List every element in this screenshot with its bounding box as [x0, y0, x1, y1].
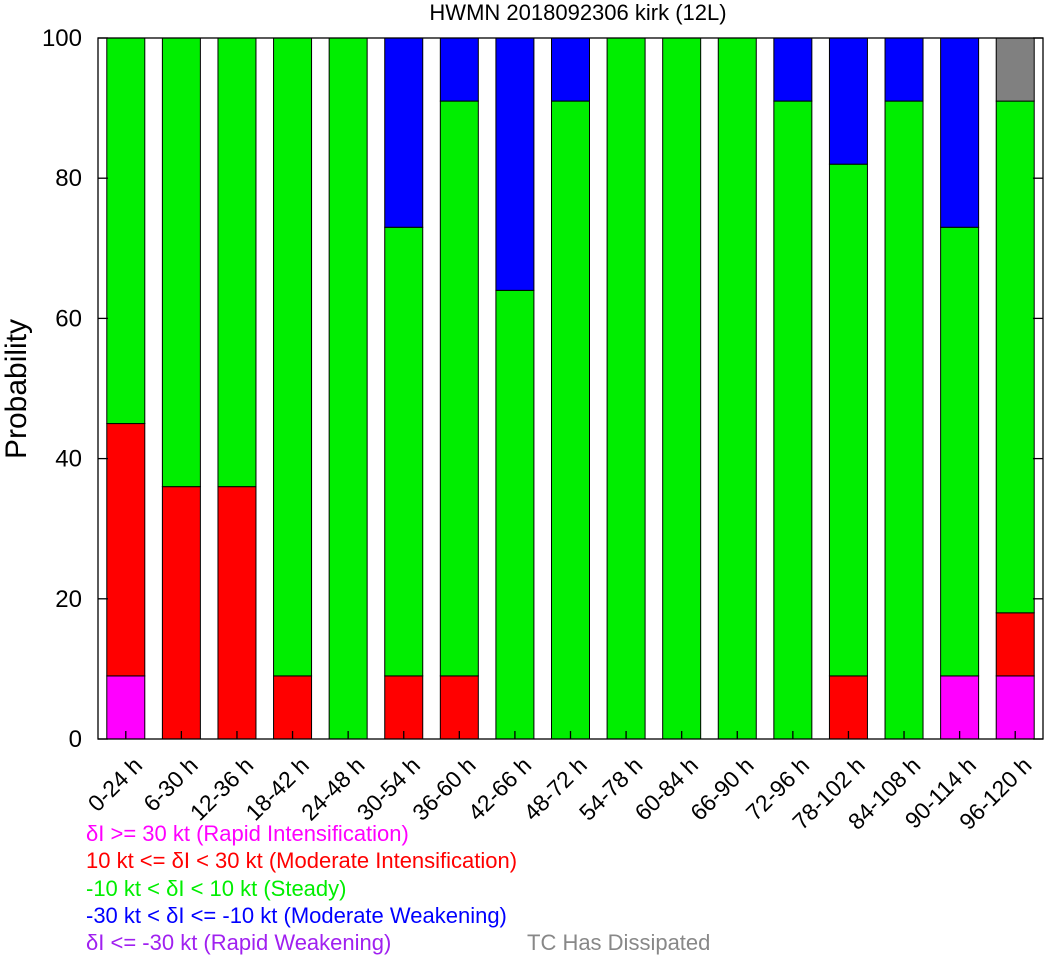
legend-entry-5: TC Has Dissipated	[527, 930, 711, 955]
bar-segment-steady-5	[384, 226, 424, 677]
bar-segment-mw-15	[940, 37, 980, 228]
legend-entry-2: -10 kt < δI < 10 kt (Steady)	[86, 876, 347, 901]
y-tick-label-5: 100	[42, 25, 82, 52]
bar-segment-mw-6	[439, 37, 479, 102]
bar-segment-steady-13	[828, 163, 868, 677]
bar-segment-dissipated-16	[995, 37, 1035, 102]
y-axis-label: Probability	[0, 319, 33, 459]
bar-segment-mw-8	[551, 37, 590, 102]
bar-segment-steady-15	[940, 226, 980, 677]
chart-title: HWMN 2018092306 kirk (12L)	[429, 0, 726, 25]
y-tick-label-1: 20	[55, 586, 82, 613]
bar-segment-mi-2	[217, 486, 257, 740]
bar-segment-steady-4	[328, 37, 368, 740]
bar-segment-mw-14	[884, 37, 924, 102]
bar-segment-mw-7	[495, 37, 535, 291]
bar-segment-mi-1	[161, 486, 201, 740]
y-tick-label-4: 80	[55, 165, 82, 192]
bar-segment-steady-2	[217, 37, 257, 488]
bar-segment-steady-0	[106, 37, 146, 425]
bar-segment-steady-9	[606, 37, 646, 740]
bar-segment-steady-12	[773, 100, 813, 740]
bar-segment-mw-5	[384, 37, 424, 228]
y-tick-label-2: 40	[55, 446, 82, 473]
bar-segment-mi-3	[273, 675, 313, 740]
y-tick-label-3: 60	[55, 305, 82, 332]
x-tick-label-0: 0-24 h	[83, 752, 148, 817]
bar-segment-steady-1	[161, 37, 201, 488]
bar-segment-ri-15	[940, 675, 980, 740]
bar-segment-mi-0	[106, 423, 146, 677]
bar-segment-steady-11	[717, 37, 757, 740]
bar-segment-mi-5	[384, 675, 424, 740]
legend-entry-3: -30 kt < δI <= -10 kt (Moderate Weakenin…	[86, 903, 507, 928]
bar-segment-steady-7	[495, 289, 535, 740]
bar-segment-ri-16	[995, 675, 1035, 740]
bar-segment-steady-8	[551, 100, 590, 740]
legend-entry-1: 10 kt <= δI < 30 kt (Moderate Intensific…	[86, 848, 518, 873]
x-ticks-group: 0-24 h6-30 h12-36 h18-42 h24-48 h30-54 h…	[83, 731, 1037, 835]
bar-segment-steady-3	[273, 37, 313, 677]
bars-group	[106, 37, 1035, 740]
y-ticks-group: 0 20 40 60 80 100	[42, 25, 1043, 753]
y-tick-label-0: 0	[69, 726, 82, 753]
bar-segment-steady-6	[439, 100, 479, 677]
legend-entry-0: δI >= 30 kt (Rapid Intensification)	[86, 821, 409, 846]
bar-segment-mi-6	[439, 675, 479, 740]
bar-segment-ri-0	[106, 675, 146, 740]
bar-segment-steady-14	[884, 100, 924, 740]
bar-segment-steady-16	[995, 100, 1035, 614]
legend-entry-4: δI <= -30 kt (Rapid Weakening)	[86, 930, 392, 955]
bar-segment-mi-16	[995, 612, 1035, 677]
bar-segment-steady-10	[662, 37, 702, 740]
bar-segment-mw-13	[828, 37, 868, 165]
bar-segment-mi-13	[828, 675, 868, 740]
bar-segment-mw-12	[773, 37, 813, 102]
